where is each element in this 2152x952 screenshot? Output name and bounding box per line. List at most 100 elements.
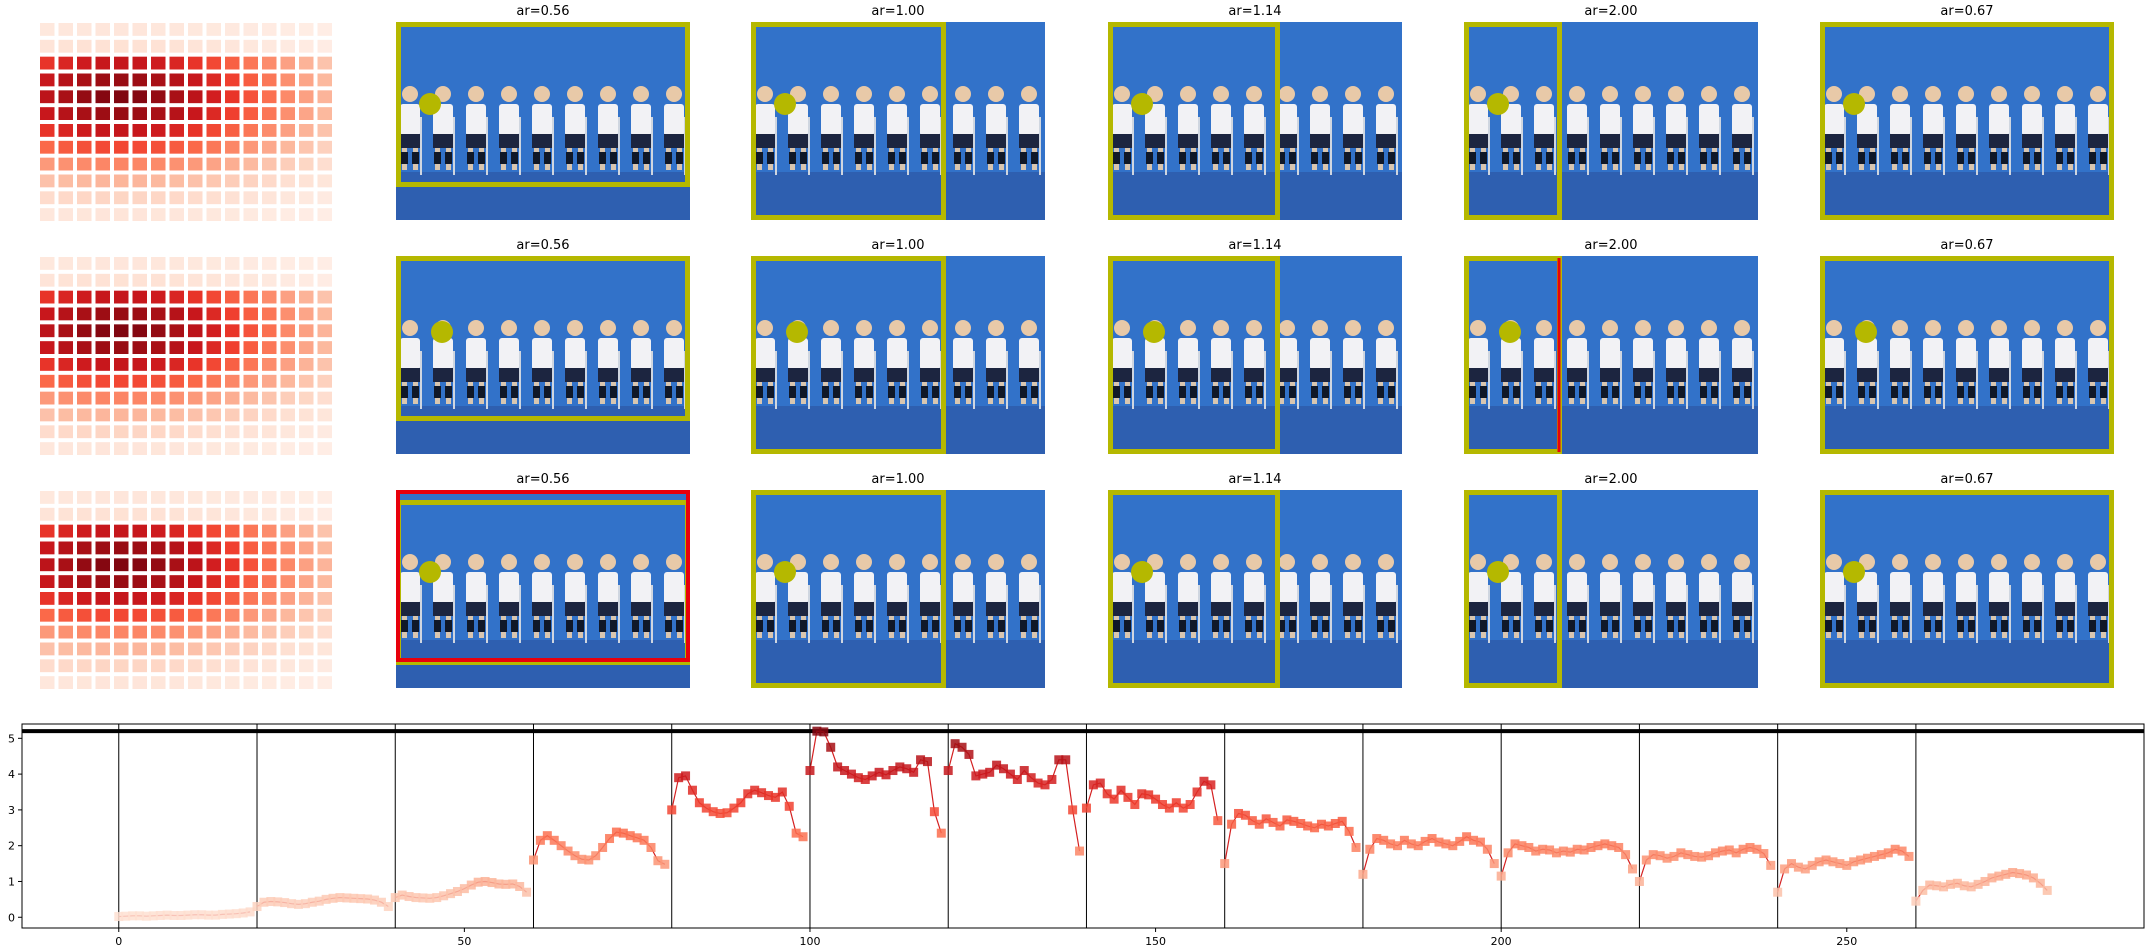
player-figure — [1019, 554, 1041, 643]
heatmap-cell — [243, 140, 258, 154]
heatmap-cell — [77, 625, 92, 639]
heatmap-cell — [188, 324, 203, 338]
data-point — [632, 833, 642, 843]
data-point — [1586, 842, 1596, 852]
anchor-center-dot — [1487, 93, 1509, 115]
data-point — [625, 831, 635, 841]
heatmap-cell — [132, 140, 147, 154]
data-point — [1717, 846, 1727, 856]
anchor-center-dot — [419, 93, 441, 115]
heatmap-cell — [58, 408, 73, 422]
heatmap-cell — [188, 507, 203, 521]
data-point — [1088, 780, 1098, 790]
heatmap-cell — [40, 507, 55, 521]
heatmap-cell — [169, 625, 184, 639]
data-point — [1704, 851, 1714, 861]
heatmap-cell — [225, 541, 240, 555]
heatmap-cell — [243, 507, 258, 521]
data-point — [743, 789, 753, 799]
player-figure — [2055, 320, 2077, 409]
data-point — [1399, 835, 1409, 845]
anchor-box — [1464, 490, 1562, 688]
x-tick-label: 200 — [1491, 935, 1512, 948]
data-point — [639, 835, 649, 845]
anchor-center-dot — [1131, 561, 1153, 583]
heatmap-cell — [262, 307, 277, 321]
heatmap-cell — [40, 608, 55, 622]
heatmap-cell — [317, 575, 332, 588]
heatmap-cell — [132, 391, 147, 405]
data-point — [1945, 879, 1955, 889]
data-point — [1289, 816, 1299, 826]
heatmap-cell — [243, 191, 258, 205]
data-point — [266, 897, 276, 907]
player-figure — [532, 554, 554, 643]
heatmap-cell — [114, 23, 129, 36]
player-figure — [565, 554, 587, 643]
data-point — [1814, 857, 1824, 867]
panel-title: ar=1.14 — [1228, 472, 1282, 487]
data-point — [459, 884, 469, 894]
player-figure — [1501, 554, 1523, 643]
heatmap-cell — [206, 208, 221, 221]
data-point — [819, 727, 829, 737]
heatmap-cell — [77, 324, 92, 338]
heatmap-cell — [280, 524, 295, 538]
heatmap-cell — [169, 39, 184, 53]
player-figure — [986, 86, 1008, 175]
data-point — [909, 767, 919, 777]
player-figure — [887, 320, 909, 409]
data-point — [750, 785, 760, 795]
heatmap-cell — [206, 191, 221, 205]
data-point — [736, 798, 746, 808]
heatmap-cell — [40, 374, 55, 388]
heatmap-cell — [317, 124, 332, 137]
data-point — [335, 893, 345, 903]
player-figure — [1310, 320, 1332, 409]
heatmap-cell — [58, 608, 73, 622]
data-point — [542, 831, 552, 841]
heatmap-cell — [58, 391, 73, 405]
data-point — [452, 886, 462, 896]
heatmap-cell — [206, 273, 221, 287]
heatmap-cell — [206, 39, 221, 53]
heatmap-cell — [206, 23, 221, 36]
panel-title: ar=0.67 — [1940, 4, 1994, 19]
anchor-box — [396, 256, 690, 421]
data-point — [425, 893, 435, 903]
player-figure — [1824, 320, 1846, 409]
y-tick-label: 0 — [8, 911, 15, 924]
heatmap-cell — [169, 307, 184, 321]
heatmap-cell — [243, 56, 258, 70]
heatmap-cell — [280, 341, 295, 354]
y-tick-label: 1 — [8, 875, 15, 888]
heatmap-cell — [114, 257, 129, 270]
heatmap-cell — [317, 625, 332, 639]
data-point — [1019, 766, 1029, 776]
player-figure — [953, 554, 975, 643]
data-point — [1987, 873, 1997, 883]
heatmap-cell — [95, 659, 110, 673]
data-point — [487, 878, 497, 888]
heatmap-cell — [132, 374, 147, 388]
data-point — [1524, 842, 1534, 852]
data-point — [1310, 823, 1320, 833]
heatmap-cell — [132, 56, 147, 70]
heatmap-cell — [77, 157, 92, 171]
player-figure — [1468, 554, 1490, 643]
heatmap-cell — [225, 174, 240, 188]
heatmap-cell — [95, 56, 110, 70]
heatmap-cell — [188, 257, 203, 270]
panel-title: ar=2.00 — [1584, 4, 1638, 19]
player-figure — [1857, 554, 1879, 643]
heatmap-cell — [169, 73, 184, 87]
data-point — [1303, 821, 1313, 831]
anchor-center-dot — [1131, 93, 1153, 115]
data-point — [1379, 835, 1389, 845]
heatmap-cell — [280, 39, 295, 53]
panel-title: ar=1.00 — [871, 472, 925, 487]
heatmap-cell — [95, 307, 110, 321]
anchor-box — [1108, 256, 1280, 454]
heatmap-cell — [169, 374, 184, 388]
data-point — [473, 877, 483, 887]
